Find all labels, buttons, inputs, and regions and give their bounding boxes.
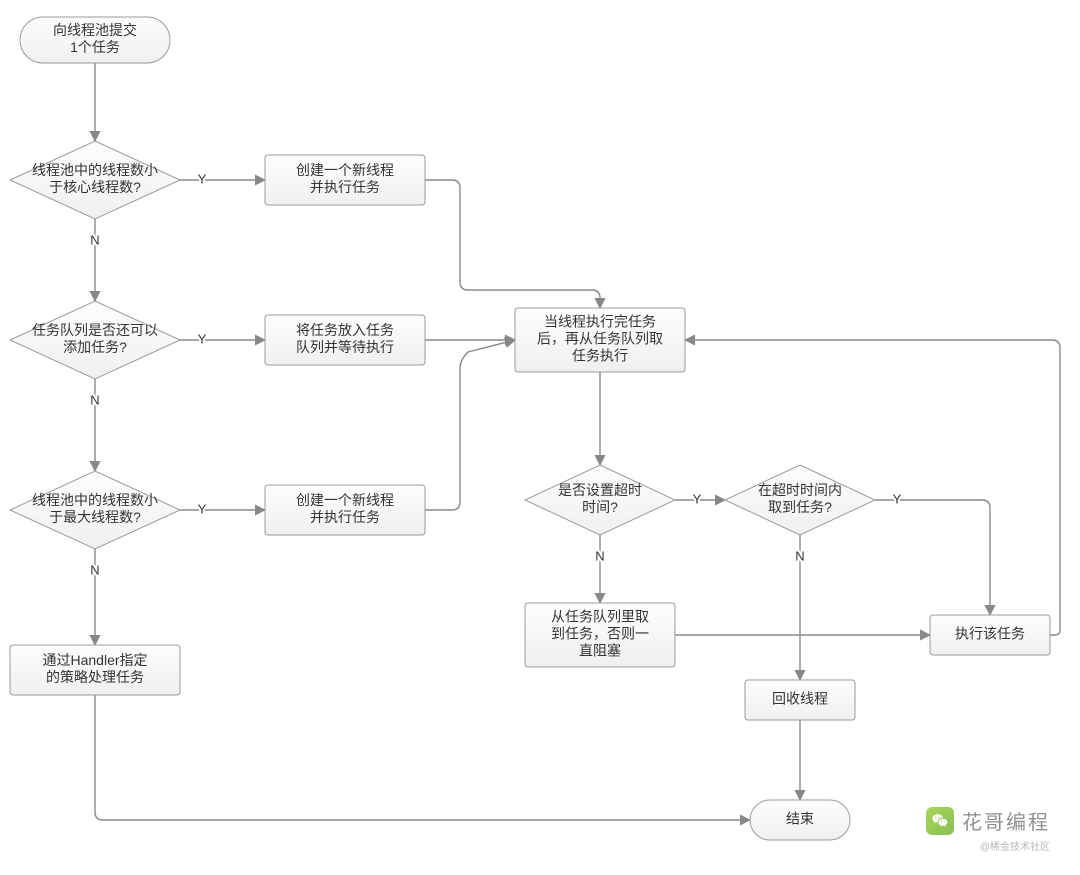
edge-label-d_queue-r_enq: Y (198, 331, 207, 346)
node-start: 向线程池提交1个任务 (20, 17, 170, 63)
node-d_gotTask: 在超时时间内取到任务? (725, 465, 875, 535)
node-r_after: 当线程执行完任务后，再从任务队列取任务执行 (515, 308, 685, 372)
node-r_after-label: 当线程执行完任务 (544, 314, 656, 330)
node-r_block-label: 从任务队列里取 (551, 609, 649, 625)
node-d_timeout-label: 是否设置超时 (558, 482, 642, 498)
node-d_core-label: 于核心线程数? (49, 179, 141, 195)
edge-label-d_gotTask-r_exec: Y (893, 491, 902, 506)
node-r_handler: 通过Handler指定的策略处理任务 (10, 645, 180, 695)
node-r_block-label: 到任务，否则一 (551, 626, 649, 642)
node-r_new1-label: 并执行任务 (310, 179, 380, 195)
node-d_max-label: 线程池中的线程数小 (32, 492, 158, 508)
node-r_enq-label: 将任务放入任务 (296, 322, 394, 338)
edge-d_gotTask-r_exec (875, 500, 990, 615)
edge-label-d_queue-d_max: N (90, 392, 99, 407)
node-r_block: 从任务队列里取到任务，否则一直阻塞 (525, 603, 675, 667)
node-d_core-label: 线程池中的线程数小 (32, 162, 158, 178)
node-r_exec: 执行该任务 (930, 615, 1050, 655)
edge-r_handler-end (95, 695, 750, 820)
node-end: 结束 (750, 800, 850, 840)
node-d_queue-label: 任务队列是否还可以 (32, 322, 158, 338)
node-r_block-label: 直阻塞 (579, 643, 621, 659)
edge-label-d_timeout-r_block: N (595, 548, 604, 563)
edge-label-d_max-r_handler: N (90, 562, 99, 577)
node-r_recycle: 回收线程 (745, 680, 855, 720)
node-d_max-label: 于最大线程数? (49, 509, 141, 525)
edge-label-d_core-d_queue: N (90, 232, 99, 247)
node-r_exec-label: 执行该任务 (955, 626, 1025, 642)
edge-label-d_timeout-d_gotTask: Y (693, 491, 702, 506)
node-d_gotTask-label: 在超时时间内 (758, 482, 842, 498)
node-r_after-label: 任务执行 (572, 348, 628, 364)
node-d_core: 线程池中的线程数小于核心线程数? (10, 141, 180, 219)
edge-r_new1-r_after (425, 180, 600, 308)
node-d_timeout: 是否设置超时时间? (525, 465, 675, 535)
watermark: 花哥编程 (926, 806, 1050, 835)
watermark-sub: @稀金技术社区 (980, 838, 1050, 853)
node-d_gotTask-label: 取到任务? (768, 499, 832, 515)
watermark-text: 花哥编程 (962, 806, 1050, 835)
edges-layer: Y N Y N Y N Y N Y N (90, 63, 1060, 820)
edge-r_exec-r_after (685, 340, 1060, 635)
node-r_new2-label: 创建一个新线程 (296, 492, 394, 508)
nodes-layer: 向线程池提交1个任务线程池中的线程数小于核心线程数?创建一个新线程并执行任务任务… (10, 17, 1050, 840)
wechat-icon (926, 807, 954, 835)
node-d_queue: 任务队列是否还可以添加任务? (10, 301, 180, 379)
node-r_enq: 将任务放入任务队列并等待执行 (265, 315, 425, 365)
edge-label-d_core-r_new1: Y (198, 171, 207, 186)
node-d_max: 线程池中的线程数小于最大线程数? (10, 471, 180, 549)
edge-label-d_gotTask-r_recycle: N (795, 548, 804, 563)
node-r_new2-label: 并执行任务 (310, 509, 380, 525)
node-r_handler-label: 的策略处理任务 (46, 669, 144, 685)
node-r_new1: 创建一个新线程并执行任务 (265, 155, 425, 205)
node-r_after-label: 后，再从任务队列取 (537, 331, 663, 347)
node-d_timeout-label: 时间? (582, 499, 618, 515)
node-start-label: 向线程池提交 (53, 22, 137, 38)
flowchart-canvas: Y N Y N Y N Y N Y N 向线程池提交1个任务线程池中的线程数小于核心线程数? 创建一… (0, 0, 1080, 875)
node-r_recycle-label: 回收线程 (772, 691, 828, 707)
edge-label-d_max-r_new2: Y (198, 501, 207, 516)
node-r_new1-label: 创建一个新线程 (296, 162, 394, 178)
node-start-label: 1个任务 (70, 39, 120, 55)
node-r_enq-label: 队列并等待执行 (296, 339, 394, 355)
node-r_handler-label: 通过Handler指定 (42, 652, 147, 668)
node-d_queue-label: 添加任务? (63, 339, 127, 355)
edge-r_new2-r_after (425, 340, 515, 510)
node-end-label: 结束 (786, 811, 814, 827)
node-r_new2: 创建一个新线程并执行任务 (265, 485, 425, 535)
